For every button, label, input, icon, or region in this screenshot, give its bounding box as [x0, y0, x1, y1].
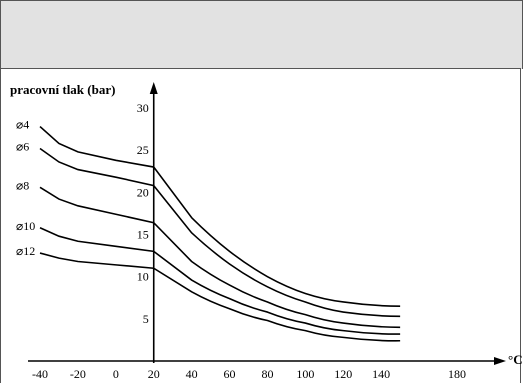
y-tick-label: 5 — [143, 312, 149, 326]
y-tick-label: 15 — [137, 228, 149, 242]
x-tick-label: -20 — [70, 367, 86, 381]
series-labels: ⌀4 ⌀6 ⌀8 ⌀10 ⌀12 — [16, 118, 35, 259]
series-curve — [39, 186, 401, 329]
y-tick-label: 10 — [137, 270, 149, 284]
y-axis-title: pracovní tlak (bar) — [10, 82, 115, 97]
x-tick-label: 20 — [148, 367, 160, 381]
series-label: ⌀4 — [16, 118, 29, 132]
series-label: ⌀12 — [16, 244, 35, 258]
x-tick-label: 120 — [334, 367, 352, 381]
series-curve — [39, 125, 401, 307]
tick-labels: -40 -20 0 20 40 60 80 100 120 140 180 5 10 15 20 25 30 — [32, 101, 466, 381]
x-tick-label: 0 — [113, 367, 119, 381]
x-tick-label: 40 — [186, 367, 198, 381]
y-tick-label: 20 — [137, 185, 149, 199]
x-tick-label: 140 — [372, 367, 390, 381]
series-curve — [39, 227, 401, 335]
x-tick-label: 80 — [261, 367, 273, 381]
series-curves — [39, 125, 401, 342]
header-band — [0, 0, 523, 69]
series-curve — [39, 252, 401, 342]
x-tick-label: -40 — [32, 367, 48, 381]
x-axis-unit: °C — [508, 352, 523, 367]
axes — [28, 82, 506, 365]
y-tick-label: 30 — [137, 101, 149, 115]
series-curve — [39, 147, 401, 318]
y-axis-arrow — [149, 82, 158, 94]
series-label: ⌀6 — [16, 139, 29, 153]
x-tick-label: 60 — [224, 367, 236, 381]
series-label: ⌀10 — [16, 219, 35, 233]
x-tick-label: 100 — [296, 367, 314, 381]
y-tick-label: 25 — [137, 143, 149, 157]
x-axis-arrow — [494, 357, 506, 365]
x-tick-label: 180 — [448, 367, 466, 381]
series-label: ⌀8 — [16, 178, 29, 192]
chart-frame — [0, 68, 521, 383]
